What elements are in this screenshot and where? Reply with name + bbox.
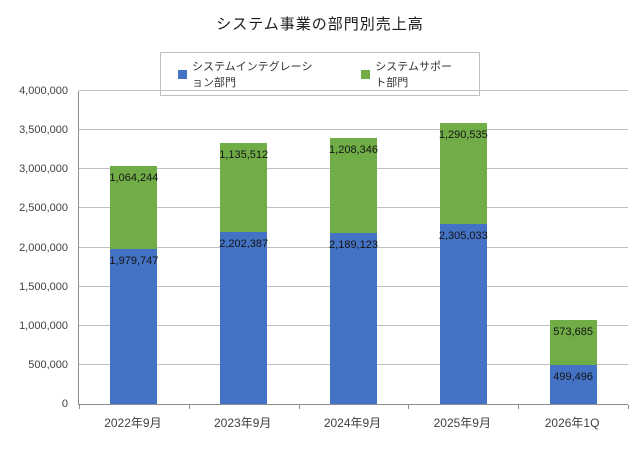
bar-segment-support: 1,135,512: [219, 142, 269, 232]
y-axis-label: 3,000,000: [19, 163, 68, 176]
data-label: 1,135,512: [219, 148, 269, 161]
bar-segment-integration: 2,189,123: [329, 232, 378, 404]
legend-label: システムサポート部門: [375, 61, 452, 89]
y-axis-label: 1,500,000: [19, 280, 68, 293]
x-axis-label: 2022年9月: [104, 416, 162, 430]
chart-title: システム事業の部門別売上高: [216, 16, 424, 33]
bar-segment-support: 1,208,346: [329, 138, 378, 233]
data-label: 1,290,535: [438, 128, 488, 141]
stacked-bar: 2,189,123 1,208,346: [329, 138, 378, 404]
x-axis-tick: [188, 405, 190, 409]
y-axis-label: 2,000,000: [19, 241, 68, 254]
y-axis-label: 500,000: [28, 358, 68, 371]
legend-swatch-icon: [178, 69, 187, 79]
data-label: 2,202,387: [219, 237, 269, 250]
legend-item: システムインテグレーション部門: [178, 58, 323, 90]
data-label: 1,208,346: [329, 144, 378, 157]
x-axis-label: 2026年1Q: [544, 416, 600, 430]
data-label: 2,189,123: [329, 238, 378, 251]
data-label: 499,496: [553, 370, 593, 383]
x-axis-tick: [408, 405, 410, 409]
stacked-bar: 1,979,747 1,064,244: [109, 165, 159, 404]
x-axis-label: 2025年9月: [433, 416, 491, 430]
plot-area: 1,979,747 1,064,244 2,202,387 1,135,512 2,18…: [78, 90, 629, 409]
stacked-bar: 2,305,033 1,290,535: [438, 122, 488, 404]
bar-segment-support: 1,064,244: [109, 165, 159, 250]
gridline: [79, 90, 628, 91]
x-axis-tick: [79, 405, 80, 409]
x-axis-tick: [518, 405, 520, 409]
x-axis-tick: [628, 405, 629, 409]
y-axis-label: 4,000,000: [19, 85, 68, 97]
legend-item: システムサポート部門: [361, 58, 462, 90]
legend: システムインテグレーション部門 システムサポート部門: [160, 52, 480, 96]
bar-segment-integration: 499,496: [549, 364, 597, 404]
y-axis-label: 1,000,000: [19, 319, 68, 332]
data-label: 573,685: [553, 326, 593, 339]
bar-segment-integration: 2,202,387: [219, 231, 269, 404]
data-label: 1,064,244: [109, 171, 159, 184]
stacked-bar: 2,202,387 1,135,512: [219, 142, 269, 404]
y-axis-label: 2,500,000: [19, 202, 68, 215]
bar-segment-support: 1,290,535: [438, 122, 488, 224]
data-label: 2,305,033: [438, 229, 488, 242]
data-label: 1,979,747: [109, 255, 159, 268]
bar-segment-integration: 1,979,747: [109, 249, 159, 404]
legend-label: システムインテグレーション部門: [192, 61, 313, 89]
x-axis-label: 2024年9月: [323, 416, 382, 430]
bar-segment-integration: 2,305,033: [438, 223, 488, 404]
y-axis-label: 3,500,000: [19, 124, 68, 137]
x-axis-tick: [298, 405, 300, 409]
stacked-bar: 499,496 573,685: [549, 320, 597, 404]
x-axis-label: 2023年9月: [214, 416, 272, 430]
y-axis-label: 0: [61, 398, 68, 410]
bar-segment-support: 573,685: [549, 320, 597, 365]
gridline: [79, 129, 628, 131]
legend-swatch-icon: [361, 69, 371, 79]
